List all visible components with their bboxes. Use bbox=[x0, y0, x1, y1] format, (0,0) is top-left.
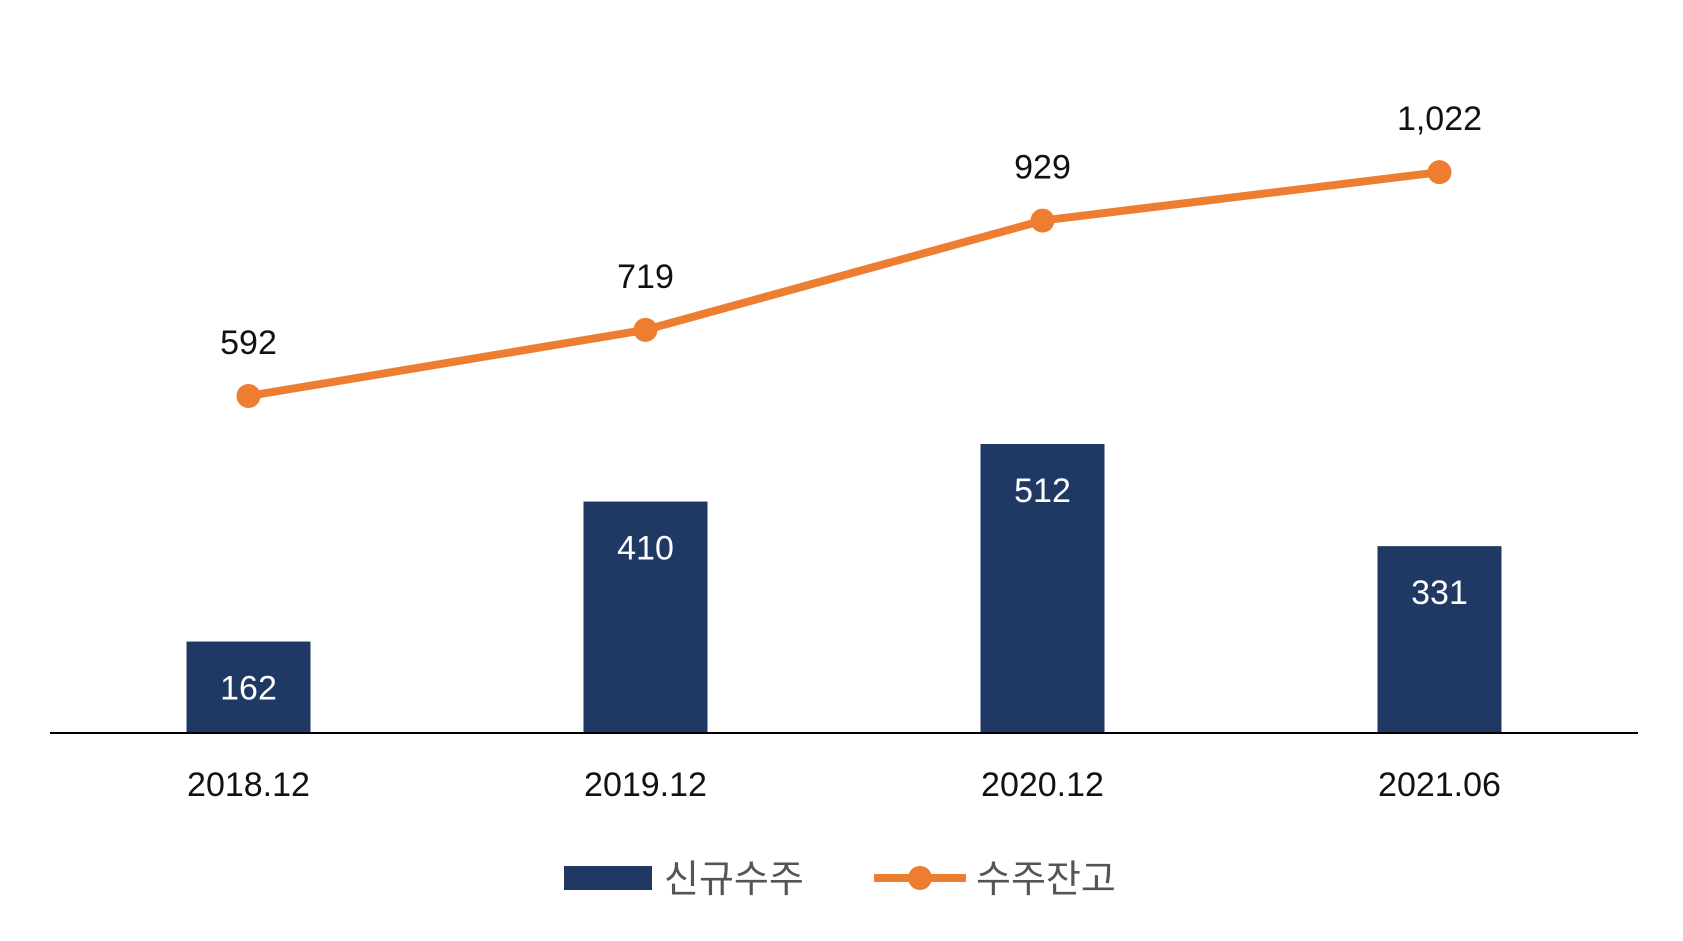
bar-2018.12 bbox=[186, 641, 311, 733]
bar-value-label: 410 bbox=[617, 530, 674, 568]
legend-label-line: 수주잔고 bbox=[976, 857, 1116, 901]
bar-value-label: 162 bbox=[220, 670, 277, 708]
bar-series: 162 410 512 331 bbox=[186, 443, 1502, 733]
line-value-label: 1,022 bbox=[1397, 100, 1482, 138]
bar-2021.06 bbox=[1377, 546, 1502, 733]
bar-value-label: 512 bbox=[1014, 472, 1071, 510]
line-path bbox=[244, 168, 1444, 400]
legend: 신규수주 수주잔고 bbox=[564, 857, 1116, 901]
legend-swatch-bar bbox=[564, 866, 652, 890]
line-point-2020.12 bbox=[1030, 208, 1055, 233]
line-point-2021.06 bbox=[1427, 160, 1452, 185]
line-point-2018.12 bbox=[236, 384, 261, 408]
line-value-label: 592 bbox=[220, 324, 277, 362]
x-tick-label: 2021.06 bbox=[1378, 766, 1501, 804]
x-tick-label: 2020.12 bbox=[981, 766, 1104, 804]
x-tick-label: 2019.12 bbox=[584, 766, 707, 804]
bar-2019.12 bbox=[583, 501, 708, 733]
bar-2020.12 bbox=[980, 443, 1105, 733]
legend-marker-line bbox=[908, 866, 932, 890]
bar-value-label: 331 bbox=[1411, 574, 1468, 612]
line-point-2019.12 bbox=[633, 317, 658, 342]
x-tick-label: 2018.12 bbox=[187, 766, 310, 804]
x-axis-ticks: 2018.12 2019.12 2020.12 2021.06 bbox=[187, 766, 1501, 804]
line-value-label: 929 bbox=[1014, 149, 1071, 187]
line-value-label: 719 bbox=[617, 258, 674, 296]
legend-label-bar: 신규수주 bbox=[664, 857, 804, 901]
line-series: 592 719 929 1,022 bbox=[220, 100, 1482, 408]
